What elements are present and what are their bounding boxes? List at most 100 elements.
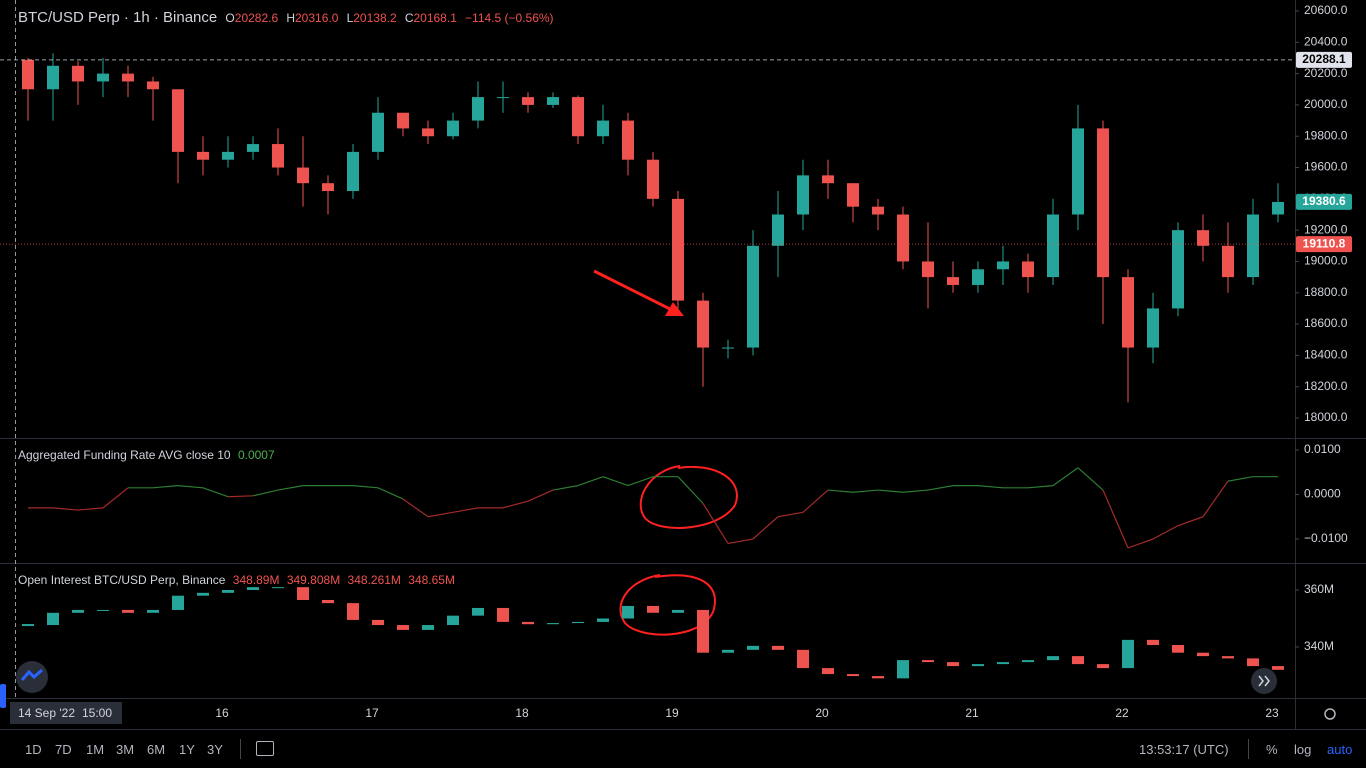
candle-body <box>47 65 59 90</box>
separator <box>240 739 241 759</box>
funding-segment <box>1027 485 1054 489</box>
oi-candle <box>472 607 484 616</box>
funding-segment <box>902 489 929 493</box>
range-button[interactable]: 7D <box>55 742 72 757</box>
main-legend: BTC/USD Perp · 1h · Binance O20282.6 H20… <box>18 9 558 26</box>
price-tag-label: 20288.1 <box>1302 52 1346 66</box>
candle-body <box>247 144 259 152</box>
candle-body <box>497 97 509 99</box>
funding-title: Aggregated Funding Rate AVG close 10 <box>18 448 231 462</box>
candle-body <box>1272 201 1284 215</box>
oi-candle <box>997 662 1009 665</box>
oi-candle <box>47 612 59 626</box>
candle-body <box>22 59 34 90</box>
oi-candle <box>322 599 334 604</box>
candle-body <box>1072 128 1084 215</box>
price-tag-label: 19110.8 <box>1303 236 1346 250</box>
range-button[interactable]: 3M <box>116 742 135 757</box>
oi-candle <box>947 662 959 667</box>
scroll-icon <box>1258 675 1270 687</box>
candle-body <box>597 120 609 137</box>
candle-body <box>1247 214 1259 278</box>
candle-body <box>422 128 434 137</box>
time-cursor-time: 15:00 <box>82 706 112 720</box>
range-button[interactable]: 1M <box>86 742 105 757</box>
candle-body <box>397 112 409 129</box>
oi-close: 348.65M <box>408 573 455 587</box>
funding-segment <box>377 487 404 500</box>
y-tick-label: 18400.0 <box>1304 348 1348 362</box>
percent-button[interactable]: % <box>1266 742 1278 757</box>
funding-segment <box>1052 467 1079 487</box>
h-label: H <box>286 11 295 25</box>
funding-segment <box>152 485 179 489</box>
chart: 14 Sep '22 15:00 18000.0 18200.0 18400.0 18… <box>0 0 1366 729</box>
candle-body <box>947 277 959 285</box>
funding-segment <box>927 485 954 491</box>
y-tick-label: 18200.0 <box>1304 379 1348 393</box>
time-cursor-tag <box>10 702 122 724</box>
date-range-button[interactable] <box>256 741 274 756</box>
oi-low: 348.261M <box>347 573 401 587</box>
candle-body <box>1122 277 1134 348</box>
candle-body <box>897 214 909 262</box>
oi-candle <box>622 605 634 619</box>
funding-segment <box>602 476 629 487</box>
h-value: 20316.0 <box>295 11 339 25</box>
range-button[interactable]: 1Y <box>179 742 195 757</box>
y-tick-label: 0.0100 <box>1304 442 1341 456</box>
y-tick-label: 19200.0 <box>1304 222 1348 236</box>
funding-segment <box>677 476 704 504</box>
x-tick-label: 17 <box>365 706 379 720</box>
oi-candle <box>22 624 34 627</box>
scroll-button[interactable] <box>1251 668 1277 694</box>
candle-body <box>1047 214 1059 278</box>
candle-body <box>1147 308 1159 348</box>
auto-button[interactable]: auto <box>1327 742 1353 757</box>
candle-body <box>972 269 984 285</box>
range-button[interactable]: 1D <box>25 742 42 757</box>
annotation-arrow <box>593 269 684 316</box>
oi-candle <box>497 607 509 622</box>
funding-segment <box>627 476 654 487</box>
oi-candle <box>972 664 984 667</box>
c-value: 20168.1 <box>413 11 457 25</box>
candle-body <box>1172 230 1184 309</box>
range-button[interactable]: 6M <box>147 742 166 757</box>
separator <box>1248 739 1249 759</box>
settings-icon[interactable] <box>1324 708 1336 720</box>
oi-candle <box>147 609 159 613</box>
candle-body <box>222 151 234 160</box>
oi-candle <box>372 619 384 626</box>
range-button[interactable]: 3Y <box>207 742 223 757</box>
y-tick-label: 20200.0 <box>1304 66 1348 80</box>
candle-body <box>372 112 384 152</box>
x-tick-label: 22 <box>1115 706 1129 720</box>
oi-candle <box>447 615 459 626</box>
candle-body <box>822 175 834 184</box>
side-tab[interactable] <box>0 684 6 708</box>
log-button[interactable]: log <box>1294 742 1312 757</box>
funding-segment <box>277 485 304 491</box>
oi-candle <box>922 660 934 663</box>
oi-candle <box>1122 639 1134 669</box>
y-tick-label: 360M <box>1304 582 1334 596</box>
oi-open: 348.89M <box>232 573 280 587</box>
candle-body <box>522 97 534 105</box>
funding-segment <box>702 503 729 544</box>
oi-candle <box>1022 660 1034 663</box>
funding-segment <box>1127 538 1154 549</box>
oi-candle <box>1072 656 1084 665</box>
time-cursor-date: 14 Sep '22 <box>18 706 75 720</box>
o-value: 20282.6 <box>234 11 279 25</box>
oi-candle <box>522 621 534 625</box>
candle-body <box>722 347 734 349</box>
funding-segment <box>1152 525 1179 540</box>
oi-candle <box>1147 639 1159 646</box>
candle-body <box>772 214 784 246</box>
y-tick-label: 18000.0 <box>1304 410 1348 424</box>
candle-body <box>797 175 809 215</box>
funding-segment <box>1077 467 1104 491</box>
candle-body <box>447 120 459 137</box>
